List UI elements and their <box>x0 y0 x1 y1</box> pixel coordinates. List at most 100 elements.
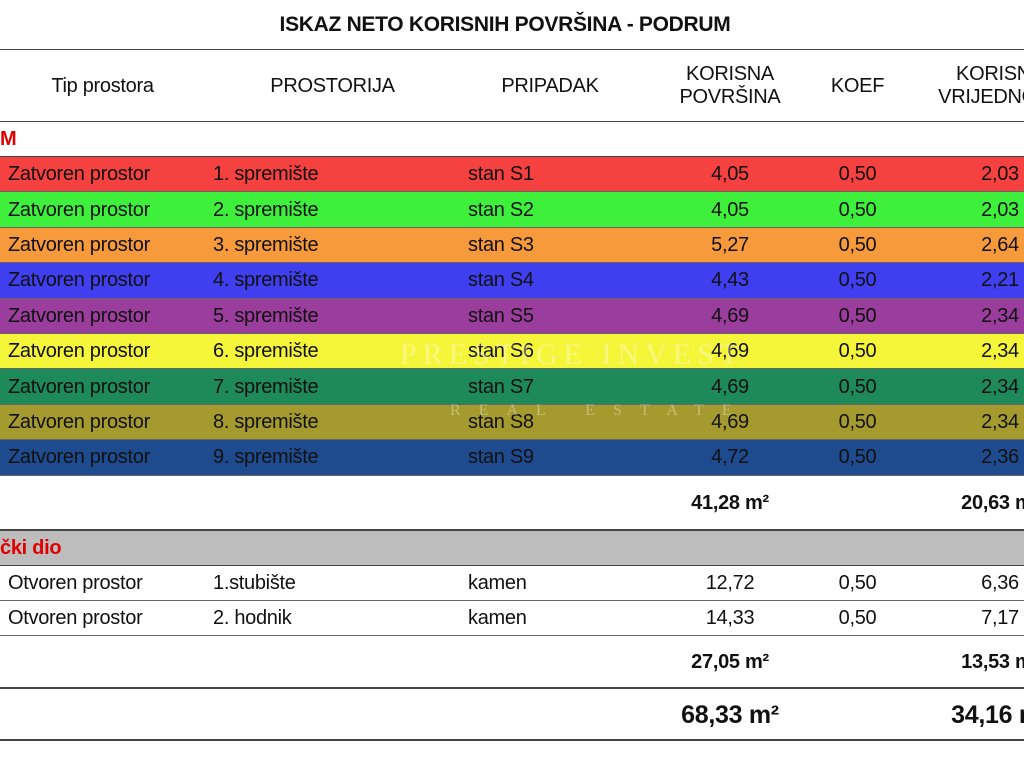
table-row <box>0 601 1024 637</box>
table-cell: 12,72 <box>705 571 755 594</box>
table-cell: 6,36 <box>981 571 1019 594</box>
table-cell: 0,50 <box>838 375 877 398</box>
table-cell: stan S4 <box>468 269 534 292</box>
header-line: VRIJEDNOST <box>938 86 1024 108</box>
table-cell: stan S2 <box>468 198 534 221</box>
table-cell: kamen <box>468 607 527 630</box>
table-cell: Otvoren prostor <box>8 571 143 594</box>
table-cell: Zatvoren prostor <box>8 340 150 363</box>
table-cell: 2,03 <box>981 198 1019 221</box>
header-line: KORISNA <box>686 63 774 85</box>
table-cell: stan S1 <box>468 163 534 186</box>
subtotal: 41,28 m² <box>691 491 769 514</box>
table-cell: 2,34 <box>981 304 1019 327</box>
table-cell: Zatvoren prostor <box>8 446 150 469</box>
table-cell: 14,33 <box>705 607 755 630</box>
total: 68,33 m² <box>681 700 779 729</box>
section-row <box>0 530 1024 566</box>
table-cell: Zatvoren prostor <box>8 198 150 221</box>
table-cell: 2,03 <box>981 163 1019 186</box>
table-cell: 2,34 <box>981 340 1019 363</box>
table-cell: 0,50 <box>838 233 877 256</box>
table-row <box>0 404 1024 441</box>
table-cell: 6. spremište <box>213 340 319 363</box>
total: 34,16 m² <box>951 700 1024 729</box>
table-cell: stan S5 <box>468 304 534 327</box>
subtotal-row <box>0 476 1024 531</box>
header-line: POVRŠINA <box>679 86 781 108</box>
table-cell: 3. spremište <box>213 233 319 256</box>
table-cell: 0,50 <box>838 571 877 594</box>
table-cell: 7. spremište <box>213 375 319 398</box>
header-cell: Tip prostora <box>51 74 154 97</box>
table-cell: stan S8 <box>468 410 534 433</box>
table-cell: Zatvoren prostor <box>8 233 150 256</box>
section-label: M <box>0 128 17 150</box>
table-cell: 5,27 <box>711 233 749 256</box>
table-cell: stan S6 <box>468 340 534 363</box>
table-cell: Zatvoren prostor <box>8 269 150 292</box>
table-cell: 2,21 <box>981 269 1019 292</box>
table-cell: 2,34 <box>981 410 1019 433</box>
table-cell: 0,50 <box>838 607 877 630</box>
header-cell: PROSTORIJA <box>270 74 395 97</box>
header-row <box>0 50 1024 122</box>
table-cell: 2,36 <box>981 446 1019 469</box>
table-row <box>0 369 1024 405</box>
title-row <box>0 0 1024 50</box>
table-cell: 8. spremište <box>213 410 319 433</box>
table-row <box>0 192 1024 228</box>
header-cell: KORISNA POVRŠINA <box>640 50 820 122</box>
table-cell: Zatvoren prostor <box>8 304 150 327</box>
subtotal: 20,63 m² <box>961 491 1024 514</box>
table-row <box>0 440 1024 476</box>
table-cell: 1.stubište <box>213 571 296 594</box>
table-cell: 0,50 <box>838 163 877 186</box>
header-cell: PRIPADAK <box>501 74 599 97</box>
table-cell: stan S9 <box>468 446 534 469</box>
table-cell: 4,72 <box>711 446 749 469</box>
table-cell: 2. hodnik <box>213 607 292 630</box>
table-cell: 0,50 <box>838 340 877 363</box>
table-cell: Otvoren prostor <box>8 607 143 630</box>
table-cell: 4,05 <box>711 163 749 186</box>
table-cell: 0,50 <box>838 198 877 221</box>
table-cell: 4,69 <box>711 375 749 398</box>
table-cell: Zatvoren prostor <box>8 410 150 433</box>
table-row <box>0 298 1024 334</box>
table-cell: 5. spremište <box>213 304 319 327</box>
subtotal-row <box>0 636 1024 690</box>
table-cell: 4,69 <box>711 340 749 363</box>
table-row <box>0 565 1024 601</box>
table-cell: 4,69 <box>711 410 749 433</box>
table-cell: 0,50 <box>838 269 877 292</box>
header-line: KORISNA <box>956 63 1024 85</box>
table-row <box>0 227 1024 264</box>
table-row <box>0 263 1024 299</box>
table-cell: 2,34 <box>981 375 1019 398</box>
section-row <box>0 122 1024 157</box>
table-cell: stan S7 <box>468 375 534 398</box>
table-cell: 1. spremište <box>213 163 319 186</box>
table-cell: 4,69 <box>711 304 749 327</box>
table-cell: 0,50 <box>838 304 877 327</box>
table-cell: 4,05 <box>711 198 749 221</box>
table-cell: 7,17 <box>981 607 1019 630</box>
subtotal: 27,05 m² <box>691 651 769 674</box>
table-cell: stan S3 <box>468 233 534 256</box>
section-label: čki dio <box>0 536 62 559</box>
table-cell: 0,50 <box>838 410 877 433</box>
table-cell: Zatvoren prostor <box>8 163 150 186</box>
header-cell: KORISNAVRIJEDNOST <box>910 50 1024 122</box>
title: ISKAZ NETO KORISNIH POVRŠINA - PODRUM <box>279 13 731 36</box>
table-cell: 2,64 <box>981 233 1019 256</box>
table-cell: 4. spremište <box>213 269 319 292</box>
table-cell: kamen <box>468 571 527 594</box>
table-cell: 2. spremište <box>213 198 319 221</box>
table-cell: 4,43 <box>711 269 749 292</box>
table-row <box>0 334 1024 370</box>
table-cell: 0,50 <box>838 446 877 469</box>
table-cell: 9. spremište <box>213 446 319 469</box>
table-row <box>0 157 1024 193</box>
